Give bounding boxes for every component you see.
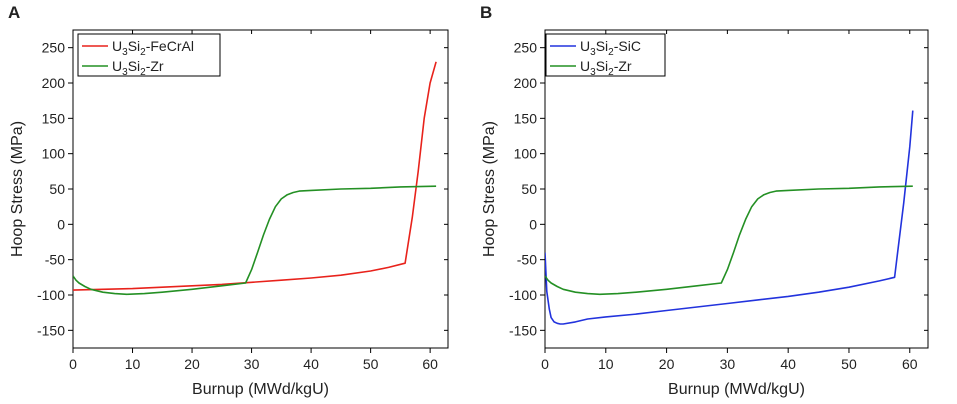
x-tick-label: 40 [303,356,319,372]
x-tick-label: 60 [902,356,918,372]
series-line-u3si2-zr [545,185,913,296]
x-tick-label: 10 [125,356,141,372]
y-tick-label: -100 [37,287,65,303]
y-tick-label: 150 [42,110,66,126]
y-tick-label: 0 [57,216,65,232]
chart-panel-a: A 0 10 20 30 40 50 60 -150 -100 -50 0 50 100 150 200 250… [8,3,449,398]
y-tick-label: 250 [42,40,66,56]
legend-label: U3Si2-Zr [580,58,632,78]
legend-box [77,33,221,77]
x-tick-label: 20 [184,356,200,372]
legend-label: U3Si2-SiC [580,38,641,58]
y-tick-label: -150 [509,322,537,338]
y-tick-label: 100 [42,146,66,162]
legend-label: U3Si2-FeCrAl [112,38,194,58]
y-tick-label: 200 [514,75,538,91]
x-tick-label: 0 [541,356,549,372]
x-axis-title: Burnup (MWd/kgU) [668,381,805,398]
y-tick-label: 250 [514,40,538,56]
y-axis-title: Hoop Stress (MPa) [9,121,26,257]
panel-letter: A [8,3,20,22]
x-tick-label: 50 [841,356,857,372]
x-tick-label: 0 [69,356,77,372]
series-line-u3si2-sic [545,110,914,325]
x-tick-label: 50 [363,356,379,372]
x-tick-label: 10 [598,356,614,372]
legend-box [545,33,666,77]
y-tick-label: 50 [49,181,65,197]
plot-frame [544,29,929,349]
x-tick-label: 20 [659,356,675,372]
y-tick-label: -150 [37,322,65,338]
series-line-u3si2-zr [73,185,437,296]
x-tick-label: 40 [780,356,796,372]
plot-frame [72,29,449,349]
x-tick-label: 30 [244,356,260,372]
chart-panel-b: B 0 10 20 30 40 50 60 -150 -100 -50 0 50 100 150 200 250… [480,3,929,398]
x-tick-label: 30 [720,356,736,372]
y-tick-label: 0 [529,216,537,232]
y-tick-label: -50 [45,252,65,268]
x-axis-title: Burnup (MWd/kgU) [192,381,329,398]
y-axis-title: Hoop Stress (MPa) [481,121,498,257]
panel-letter: B [480,3,492,22]
x-tick-label: 60 [422,356,438,372]
y-tick-label: 200 [42,75,66,91]
y-tick-label: 50 [521,181,537,197]
y-tick-label: -100 [509,287,537,303]
legend-label: U3Si2-Zr [112,58,164,78]
y-tick-label: 100 [514,146,538,162]
y-tick-label: -50 [517,252,537,268]
y-tick-label: 150 [514,110,538,126]
series-line-u3si2-fecral [73,61,437,291]
